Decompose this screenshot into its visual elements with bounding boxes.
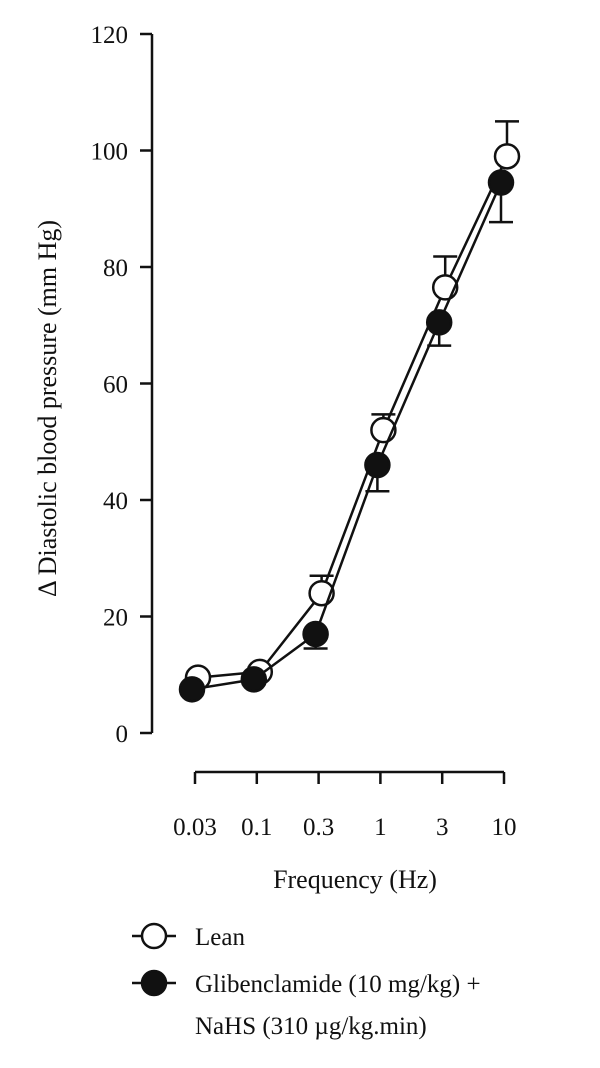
data-point-filled xyxy=(302,620,329,648)
y-tick-label: 100 xyxy=(91,139,129,166)
series-line xyxy=(197,155,509,679)
y-tick-label: 60 xyxy=(103,372,128,399)
x-ticks: 0.03 0.1 0.3 1 3 10 xyxy=(173,772,517,841)
x-tick-label: 3 xyxy=(436,814,449,841)
data-point-filled xyxy=(425,309,453,336)
plot-area xyxy=(178,120,521,703)
legend-item: Glibenclamide (10 mg/kg) + NaHS (310 µg/k… xyxy=(132,969,481,1040)
y-axis: 0 20 40 60 80 100 120 Δ Diastolic blood pressu… xyxy=(33,22,154,748)
data-point-filled xyxy=(364,451,391,479)
x-tick-label: 0.1 xyxy=(241,814,272,841)
series-lean xyxy=(184,120,521,691)
legend-label: Glibenclamide (10 mg/kg) + xyxy=(195,971,481,998)
data-point-open xyxy=(493,143,521,170)
data-point-filled xyxy=(487,169,515,196)
y-axis-title: Δ Diastolic blood pressure (mm Hg) xyxy=(33,220,62,597)
legend-marker xyxy=(140,969,168,997)
x-tick-label: 0.3 xyxy=(303,814,334,841)
x-tick-label: 10 xyxy=(492,814,517,841)
y-tick-label: 120 xyxy=(91,22,129,49)
legend: Lean Glibenclamide (10 mg/kg) + NaHS (310 … xyxy=(132,922,481,1040)
legend-marker xyxy=(140,922,168,950)
legend-label: NaHS (310 µg/kg.min) xyxy=(195,1013,427,1040)
x-tick-label: 0.03 xyxy=(173,814,217,841)
data-point-filled xyxy=(240,666,268,693)
series-line xyxy=(191,182,503,691)
y-tick-label: 0 xyxy=(116,721,129,748)
x-axis: 0.03 0.1 0.3 1 3 10 Frequency (Hz) xyxy=(173,770,517,894)
legend-item: Lean xyxy=(132,922,245,951)
y-tick-label: 20 xyxy=(103,605,128,632)
data-point-filled xyxy=(178,676,206,703)
y-tick-label: 40 xyxy=(103,488,128,515)
series-glibenclamide-nahs xyxy=(178,169,515,703)
x-axis-title: Frequency (Hz) xyxy=(273,865,437,894)
x-tick-label: 1 xyxy=(374,814,387,841)
y-ticks: 0 20 40 60 80 100 120 xyxy=(91,22,152,748)
y-tick-label: 80 xyxy=(103,255,128,282)
legend-label: Lean xyxy=(195,924,245,951)
